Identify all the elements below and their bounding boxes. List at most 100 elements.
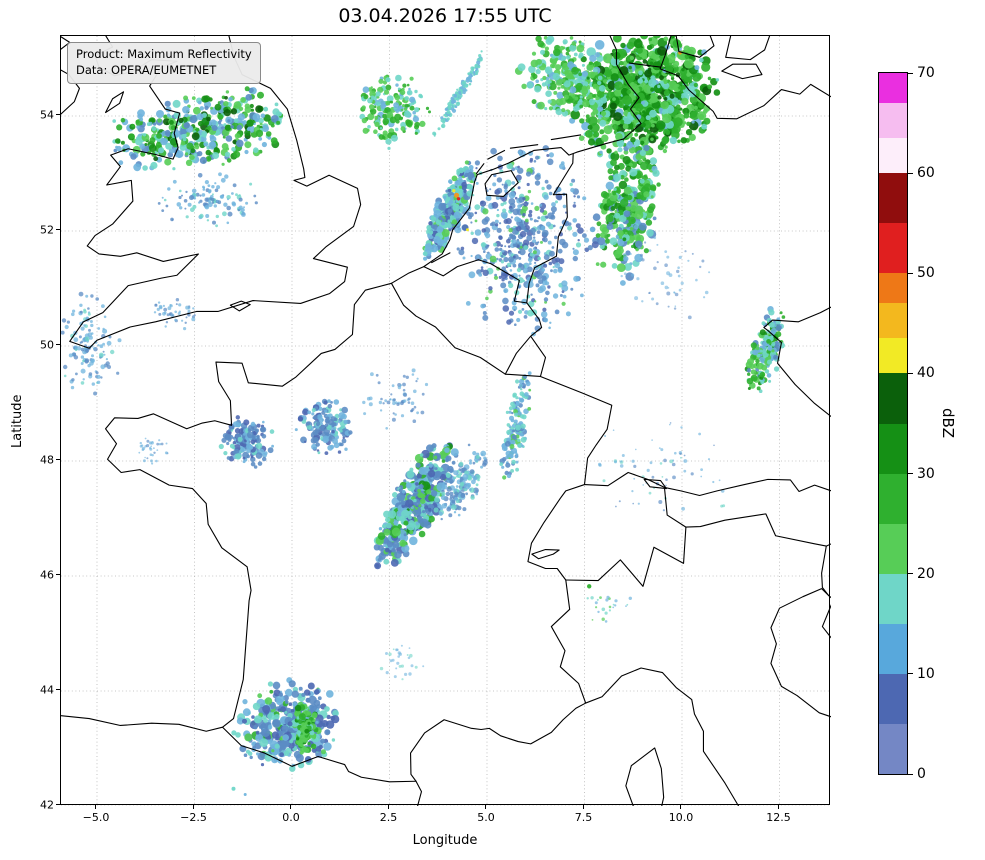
radar-region-paris-sparse: [362, 368, 429, 430]
radar-region-south-germany-sparse: [598, 422, 726, 512]
colorbar-segment: [879, 272, 907, 304]
grid-layer: [61, 36, 831, 806]
x-tick-label: 0.0: [282, 811, 300, 824]
colorbar-tick-mark: [908, 773, 913, 775]
x-tick-mark: [290, 805, 292, 809]
annotation-data-line: Data: OPERA/EUMETNET: [76, 63, 217, 78]
border-belgium-luxembourg-germany: [505, 303, 545, 377]
radar-region-alsace-streak: [499, 371, 532, 480]
border-netherlands-germany: [527, 154, 573, 303]
border-germany-czechia: [764, 307, 831, 417]
y-tick-label: 52: [40, 223, 54, 237]
x-tick-mark: [387, 805, 389, 809]
y-tick-mark: [56, 804, 60, 806]
lake-constance: [644, 479, 666, 488]
radar-echo-layer: [61, 36, 786, 796]
colorbar-tick-label: 50: [917, 265, 935, 282]
colorbar-tick-mark: [908, 372, 913, 374]
colorbar-tick-label: 40: [917, 365, 935, 382]
coastline-denmark-baltic: [660, 36, 831, 119]
y-tick-mark: [56, 229, 60, 231]
coastline-frisian-islands: [476, 135, 580, 174]
annotation-product-line: Product: Maximum Reflectivity: [76, 47, 252, 61]
colorbar-tick-mark: [908, 673, 913, 675]
product-annotation-box: Product: Maximum Reflectivity Data: OPER…: [67, 42, 261, 84]
radar-region-north-sea-thin-streak: [432, 50, 483, 137]
map-plot-area: Product: Maximum Reflectivity Data: OPER…: [60, 35, 831, 806]
x-tick-label: 12.5: [766, 811, 791, 824]
radar-region-england-band: [112, 86, 284, 172]
coastline-zeeland: [432, 253, 450, 263]
x-tick-label: 5.0: [477, 811, 495, 824]
coastline-lolland: [722, 64, 762, 78]
colorbar-tick-label: 70: [917, 65, 935, 81]
y-tick-mark: [56, 689, 60, 691]
x-axis-label: Longitude: [412, 833, 478, 848]
colorbar-segment: [879, 423, 907, 474]
radar-region-midlands-sparse: [157, 172, 258, 228]
radar-region-north-sea-streaks: [359, 74, 431, 150]
colorbar-tick-label: 30: [917, 465, 935, 482]
colorbar-segment: [879, 72, 907, 104]
coastline-great-britain: [70, 36, 361, 348]
radar-region-brittany-specks: [138, 437, 169, 465]
coastline-zealand: [726, 36, 770, 60]
colorbar-tick-mark: [908, 172, 913, 174]
border-france-east-chain: [391, 283, 611, 703]
colorbar-tick-mark: [908, 272, 913, 274]
coastline-isle-of-wight: [230, 301, 250, 311]
x-tick-label: 7.5: [574, 811, 593, 824]
colorbar-segment: [879, 372, 907, 424]
radar-bright-cells: [231, 50, 771, 796]
colorbar-segment: [879, 523, 907, 574]
y-tick-mark: [56, 114, 60, 116]
y-tick-mark: [56, 574, 60, 576]
colorbar-segment: [879, 723, 907, 774]
border-germany-denmark: [629, 63, 660, 67]
colorbar-title: dBZ: [939, 407, 957, 439]
coastline-mediterranean: [411, 668, 739, 806]
y-tick-label: 50: [40, 338, 54, 352]
border-belgium-netherlands: [424, 260, 527, 303]
border-alps-south-germany: [584, 472, 831, 495]
radar-region-germany-green-tail: [592, 137, 661, 286]
lake-geneva: [532, 550, 559, 559]
border-spain-france: [223, 727, 416, 782]
coastline-spain-med: [416, 781, 421, 806]
colorbar-segment: [879, 222, 907, 274]
radar-region-normandy-patch: [218, 415, 275, 469]
radar-region-bavaria-czech-streak: [744, 306, 786, 394]
x-tick-mark: [680, 805, 682, 809]
y-tick-mark: [56, 459, 60, 461]
radar-region-perche-patch: [294, 398, 353, 455]
radar-region-languedoc-specks: [379, 644, 425, 681]
x-tick-mark: [582, 805, 584, 809]
coastline-funen: [676, 36, 714, 57]
colorbar-segment: [879, 137, 907, 174]
x-tick-mark: [485, 805, 487, 809]
colorbar: [878, 72, 908, 775]
colorbar-segment: [879, 172, 907, 224]
colorbar-segment: [879, 473, 907, 524]
y-tick-label: 54: [40, 108, 54, 122]
x-tick-mark: [95, 805, 97, 809]
radar-region-po-valley-specks: [586, 595, 632, 623]
colorbar-segment: [879, 673, 907, 724]
y-tick-label: 46: [40, 568, 54, 582]
colorbar-tick-mark: [908, 573, 913, 575]
colorbar-tick-label: 20: [917, 565, 935, 582]
coastline-corsica: [626, 748, 664, 806]
coastline-adriatic: [771, 589, 831, 717]
y-tick-label: 42: [40, 798, 54, 812]
x-tick-label: 2.5: [379, 811, 398, 824]
colorbar-tick-label: 0: [917, 766, 926, 782]
border-switzerland-austria: [664, 487, 685, 527]
radar-region-mid-germany-sparse: [620, 236, 711, 320]
colorbar-tick-mark: [908, 473, 913, 475]
coastline-continent-atlantic: [61, 36, 641, 731]
colorbar-segment: [879, 302, 907, 339]
radar-region-netherlands-coast-band: [422, 160, 478, 261]
coastline-istria: [822, 605, 831, 638]
x-tick-label: 10.0: [668, 811, 694, 824]
